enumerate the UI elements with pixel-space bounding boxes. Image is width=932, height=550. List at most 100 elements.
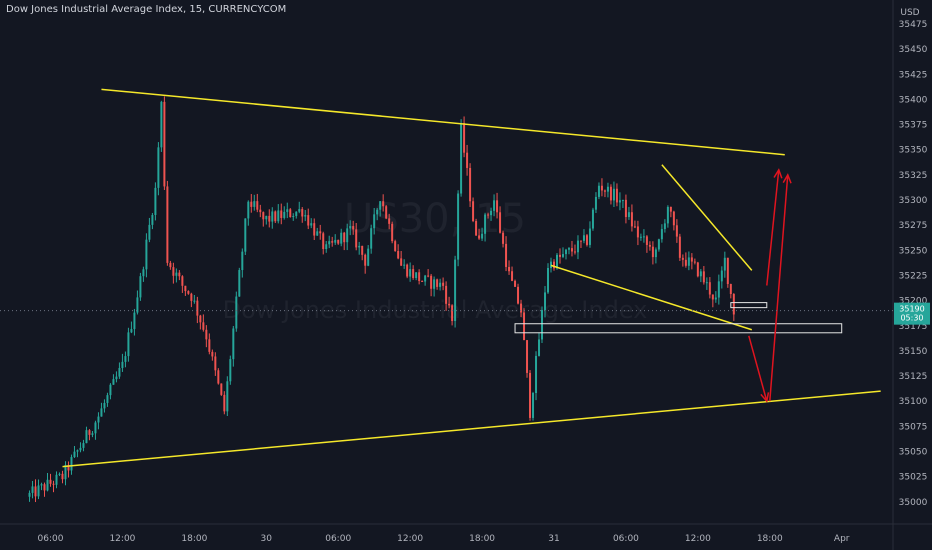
- candle-198: [621, 199, 624, 208]
- candle-122: [394, 239, 397, 252]
- candle-65: [223, 391, 226, 415]
- candle-59: [205, 325, 208, 348]
- candle-145: [463, 116, 466, 158]
- candle-169: [535, 351, 538, 401]
- candle-27: [109, 383, 112, 400]
- currency-label: USD: [900, 8, 919, 18]
- candle-123: [397, 244, 400, 260]
- y-tick-35450: 35450: [899, 45, 928, 55]
- y-tick-35250: 35250: [899, 246, 928, 256]
- candle-174: [550, 257, 553, 273]
- candle-56: [196, 296, 199, 324]
- candle-45: [163, 96, 166, 190]
- y-tick-35275: 35275: [899, 221, 928, 231]
- candle-120: [388, 213, 391, 230]
- candle-2: [34, 479, 37, 503]
- y-tick-35300: 35300: [899, 196, 928, 206]
- y-tick-35200: 35200: [899, 297, 928, 307]
- candle-124: [400, 251, 403, 267]
- candle-58: [202, 314, 205, 332]
- x-tick-9: 12:00: [685, 534, 711, 544]
- y-tick-35325: 35325: [899, 171, 928, 181]
- candle-215: [672, 210, 675, 231]
- candle-225: [702, 266, 705, 285]
- candle-106: [346, 223, 349, 251]
- candle-93: [307, 208, 310, 230]
- candle-42: [154, 182, 157, 221]
- candle-73: [247, 200, 250, 226]
- candle-190: [597, 182, 600, 200]
- candle-159: [505, 236, 508, 272]
- candle-158: [502, 230, 505, 248]
- candle-147: [469, 163, 472, 207]
- y-tick-35475: 35475: [899, 20, 928, 30]
- candle-234: [729, 283, 732, 299]
- candle-13: [67, 461, 70, 478]
- candle-8: [52, 480, 55, 493]
- candle-177: [558, 248, 561, 264]
- candle-154: [490, 207, 493, 221]
- candle-195: [612, 181, 615, 208]
- candle-218: [681, 254, 684, 267]
- candle-98: [322, 231, 325, 255]
- candle-74: [250, 194, 253, 213]
- last-price-tag: 35190 05:30: [0, 302, 930, 325]
- candle-100: [328, 235, 331, 249]
- candle-35: [133, 308, 136, 336]
- upper-trendline: [101, 88, 785, 156]
- candle-223: [696, 261, 699, 278]
- candle-200: [627, 206, 630, 220]
- candle-132: [424, 274, 427, 286]
- candle-94: [310, 218, 313, 229]
- candle-77: [259, 204, 262, 218]
- x-tick-0: 06:00: [38, 534, 64, 544]
- arrow-up-to-resistance: [769, 173, 792, 402]
- wedge-upper-line: [661, 164, 753, 271]
- y-tick-35025: 35025: [899, 473, 928, 483]
- candle-78: [262, 211, 265, 227]
- candle-109: [355, 223, 358, 251]
- candle-29: [115, 371, 118, 383]
- candle-34: [130, 321, 133, 334]
- candle-89: [295, 211, 298, 219]
- candle-22: [94, 420, 97, 440]
- candle-226: [705, 277, 708, 290]
- y-tick-35100: 35100: [899, 397, 928, 407]
- candle-161: [511, 266, 514, 282]
- candle-204: [639, 233, 642, 241]
- candle-232: [723, 251, 726, 278]
- y-tick-35225: 35225: [899, 271, 928, 281]
- candle-48: [172, 262, 175, 284]
- x-tick-8: 06:00: [613, 534, 639, 544]
- y-tick-35050: 35050: [899, 448, 928, 458]
- candle-129: [415, 272, 418, 281]
- candle-220: [687, 251, 690, 271]
- candle-121: [391, 221, 394, 244]
- candle-136: [436, 278, 439, 290]
- candle-231: [720, 266, 723, 289]
- candle-33: [127, 327, 130, 362]
- candle-111: [361, 245, 364, 261]
- candle-30: [118, 362, 121, 379]
- candle-202: [633, 220, 636, 229]
- candle-44: [160, 100, 163, 152]
- candle-108: [352, 220, 355, 235]
- x-tick-1: 12:00: [109, 534, 135, 544]
- candle-199: [624, 194, 627, 224]
- candle-36: [136, 290, 139, 315]
- candle-26: [106, 392, 109, 407]
- candle-92: [304, 209, 307, 222]
- candle-104: [340, 228, 343, 247]
- candle-110: [358, 241, 361, 255]
- drawings: [62, 88, 881, 468]
- candle-208: [651, 241, 654, 265]
- candle-184: [579, 240, 582, 249]
- candle-61: [211, 349, 214, 361]
- candle-219: [684, 252, 687, 268]
- candle-20: [88, 429, 91, 441]
- candle-227: [708, 277, 711, 299]
- candle-222: [693, 258, 696, 265]
- candle-137: [439, 278, 442, 291]
- arrow-down-to-support: [748, 335, 770, 403]
